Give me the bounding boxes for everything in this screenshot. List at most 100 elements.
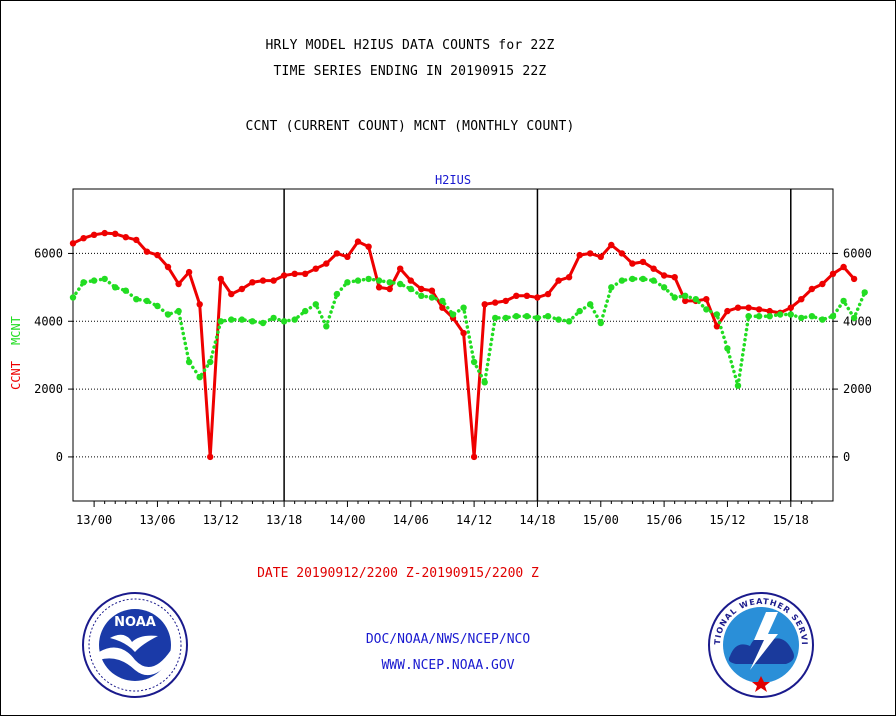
- data-point-mcnt: [154, 302, 161, 310]
- data-point-mcnt: [312, 301, 319, 308]
- data-point-ccnt: [122, 234, 129, 241]
- data-point-mcnt: [112, 284, 119, 291]
- data-point-mcnt: [175, 307, 182, 315]
- data-point-mcnt: [407, 285, 414, 293]
- data-point-ccnt: [154, 251, 161, 259]
- chart-title: H2IUS: [435, 173, 471, 187]
- data-point-ccnt: [143, 248, 151, 255]
- data-point-mcnt: [344, 279, 351, 286]
- data-point-ccnt: [513, 292, 520, 299]
- data-point-ccnt: [259, 277, 267, 284]
- data-point-ccnt: [217, 275, 224, 283]
- data-point-mcnt: [90, 277, 98, 284]
- data-point-mcnt: [375, 277, 383, 284]
- noaa-logo-text: NOAA: [114, 615, 156, 630]
- data-point-mcnt: [302, 307, 309, 315]
- data-point-ccnt: [280, 272, 288, 279]
- x-tick-label: 15/18: [773, 513, 809, 527]
- data-point-ccnt: [323, 260, 330, 267]
- data-point-mcnt: [597, 319, 604, 327]
- x-tick-label: 13/12: [203, 513, 239, 527]
- data-point-mcnt: [523, 313, 531, 320]
- data-point-ccnt: [460, 329, 467, 337]
- noaa-logo: NOAA: [82, 592, 188, 698]
- data-point-ccnt: [787, 304, 794, 311]
- data-point-ccnt: [302, 270, 309, 277]
- data-point-ccnt: [798, 296, 805, 303]
- data-point-mcnt: [133, 296, 140, 303]
- y-tick-label-left: 2000: [34, 382, 63, 396]
- data-point-ccnt: [544, 290, 552, 298]
- data-point-mcnt: [639, 275, 647, 283]
- data-point-mcnt: [217, 318, 224, 325]
- data-point-ccnt: [502, 297, 509, 305]
- data-point-mcnt: [69, 294, 77, 301]
- data-point-mcnt: [397, 280, 404, 288]
- data-point-ccnt: [407, 277, 414, 284]
- data-point-mcnt: [291, 316, 298, 323]
- data-point-mcnt: [534, 314, 541, 322]
- data-point-mcnt: [544, 313, 552, 320]
- data-point-mcnt: [365, 275, 372, 283]
- data-point-ccnt: [734, 304, 742, 311]
- data-point-mcnt: [185, 358, 193, 366]
- data-point-mcnt: [829, 313, 837, 320]
- data-point-mcnt: [207, 358, 214, 366]
- x-tick-label: 13/06: [139, 513, 175, 527]
- data-point-ccnt: [312, 265, 319, 272]
- data-point-mcnt: [576, 307, 583, 315]
- data-point-ccnt: [90, 231, 98, 238]
- x-axis-label: DATE 20190912/2200 Z-20190915/2200 Z: [257, 566, 539, 581]
- credit-line-1[interactable]: DOC/NOAA/NWS/NCEP/NCO: [365, 632, 531, 647]
- data-point-ccnt: [745, 304, 752, 311]
- x-tick-label: 14/00: [329, 513, 365, 527]
- data-point-mcnt: [323, 323, 330, 330]
- data-point-ccnt: [270, 277, 277, 284]
- data-point-ccnt: [439, 304, 446, 311]
- data-point-mcnt: [808, 313, 816, 320]
- data-point-ccnt: [80, 235, 87, 242]
- data-point-ccnt: [682, 297, 689, 305]
- data-point-ccnt: [365, 243, 372, 250]
- data-point-mcnt: [798, 314, 805, 322]
- data-point-ccnt: [808, 285, 816, 293]
- x-tick-label: 15/06: [646, 513, 682, 527]
- data-point-ccnt: [597, 253, 604, 260]
- data-point-ccnt: [249, 279, 256, 286]
- credit-line-2[interactable]: WWW.NCEP.NOAA.GOV: [381, 658, 515, 673]
- data-point-mcnt: [238, 316, 246, 323]
- data-point-mcnt: [787, 311, 794, 318]
- chart-subtitle: CCNT (CURRENT COUNT) MCNT (MONTHLY COUNT…: [245, 119, 575, 134]
- data-point-ccnt: [112, 230, 119, 237]
- data-point-ccnt: [660, 272, 668, 279]
- data-point-ccnt: [724, 307, 731, 315]
- y-tick-label-left: 4000: [34, 314, 63, 328]
- x-tick-label: 14/06: [393, 513, 429, 527]
- data-point-ccnt: [650, 265, 657, 272]
- data-point-mcnt: [629, 275, 636, 283]
- data-point-mcnt: [460, 304, 467, 311]
- data-point-mcnt: [819, 316, 826, 323]
- data-point-mcnt: [196, 374, 203, 381]
- data-point-ccnt: [555, 277, 562, 284]
- data-point-mcnt: [650, 277, 657, 284]
- data-point-mcnt: [513, 313, 520, 320]
- data-point-ccnt: [523, 292, 531, 299]
- data-point-mcnt: [587, 301, 594, 308]
- data-point-ccnt: [291, 270, 298, 277]
- data-point-mcnt: [724, 345, 731, 352]
- data-point-mcnt: [777, 311, 784, 318]
- data-point-ccnt: [354, 238, 362, 245]
- data-point-mcnt: [418, 292, 425, 299]
- data-point-mcnt: [270, 314, 277, 322]
- x-tick-label: 13/00: [76, 513, 112, 527]
- data-point-mcnt: [280, 318, 288, 325]
- y-tick-label-right: 0: [843, 450, 850, 464]
- data-point-mcnt: [682, 292, 689, 299]
- y-tick-label-left: 0: [56, 450, 63, 464]
- data-point-mcnt: [249, 318, 256, 325]
- data-point-ccnt: [164, 263, 172, 271]
- data-point-mcnt: [565, 318, 573, 325]
- y-tick-label-left: 6000: [34, 246, 63, 260]
